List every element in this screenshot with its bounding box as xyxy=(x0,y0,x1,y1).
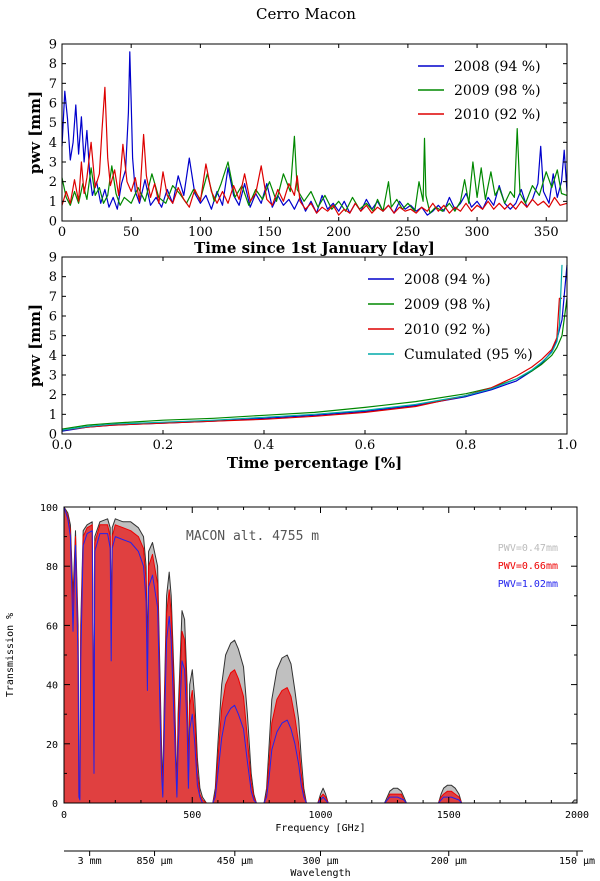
x-tick-label: 150 xyxy=(257,225,282,240)
x-tick-label: 250 xyxy=(395,225,420,240)
wavelength-tick-label: 300 μm xyxy=(302,856,338,867)
plot-frame xyxy=(61,256,568,435)
plot-background xyxy=(62,257,567,434)
y-tick-label: 60 xyxy=(46,621,58,632)
pwv-cumulative-chart: 0.0 0.2 0.4 0.6 0.8 1.0 0 1 2 3 4 5 6 7 8 9 Time percent… xyxy=(26,251,577,473)
y-tick-label: 9 xyxy=(49,38,57,53)
legend-label-1: 2009 (98 %) xyxy=(404,297,491,313)
x-tick-label: 0 xyxy=(58,225,66,240)
x-tick-label: 0.6 xyxy=(355,438,376,453)
legend-label-0: 2008 (94 %) xyxy=(404,272,491,288)
series-line-1 xyxy=(61,298,568,430)
x-tick-label: 0.2 xyxy=(153,438,174,453)
y-axis-label: pwv [mm] xyxy=(26,91,44,174)
series-area-1 xyxy=(64,507,577,803)
x-axis-label: Time since 1st January [day] xyxy=(194,239,435,257)
y-tick-label: 0 xyxy=(49,215,57,230)
x-tick-label: 50 xyxy=(123,225,140,240)
legend-label-1: PWV=0.66mm xyxy=(498,561,558,572)
wavelength-tick-label: 150 μm xyxy=(559,856,595,867)
y-tick-label: 1 xyxy=(49,195,57,210)
y-tick-label: 100 xyxy=(40,503,58,514)
x-tick-label: 200 xyxy=(326,225,351,240)
series-line-1 xyxy=(61,128,568,214)
y-tick-label: 6 xyxy=(49,97,57,112)
x-tick-label: 2000 xyxy=(565,810,589,821)
y-tick-label: 0 xyxy=(52,799,58,810)
series-line-2 xyxy=(61,297,562,431)
x-tick-label: 1500 xyxy=(437,810,461,821)
plot-frame xyxy=(61,43,568,222)
y-tick-label: 6 xyxy=(49,310,57,325)
y-tick-label: 20 xyxy=(46,740,58,751)
page-title: Cerro Macon xyxy=(256,5,356,23)
y-tick-label: 40 xyxy=(46,681,58,692)
legend-label-0: PWV=0.47mm xyxy=(498,543,558,554)
series-line-0 xyxy=(61,51,568,216)
x-tick-label: 300 xyxy=(465,225,490,240)
y-axis-label: pwv [mm] xyxy=(26,304,44,387)
y-tick-label: 5 xyxy=(49,329,57,344)
wavelength-tick-label: 200 μm xyxy=(431,856,467,867)
y-tick-label: 9 xyxy=(49,251,57,266)
y-tick-label: 3 xyxy=(49,156,57,171)
y-tick-label: 3 xyxy=(49,369,57,384)
y-tick-label: 7 xyxy=(49,77,57,92)
x-tick-label: 350 xyxy=(534,225,559,240)
x-tick-label: 500 xyxy=(183,810,201,821)
y-tick-label: 7 xyxy=(49,290,57,305)
y-tick-label: 80 xyxy=(46,562,58,573)
x-axis-label: Time percentage [%] xyxy=(227,454,402,472)
legend-label-2: 2010 (92 %) xyxy=(404,322,491,338)
x-tick-label: 0.0 xyxy=(52,438,73,453)
x-tick-label: 1000 xyxy=(308,810,332,821)
x-axis-label: Frequency [GHz] xyxy=(275,823,365,834)
wavelength-tick-label: 850 μm xyxy=(136,856,172,867)
transmission-chart: 0 500 1000 1500 2000 0 20 40 60 80 100 Frequency [G… xyxy=(5,503,595,879)
x-tick-label: 0.8 xyxy=(456,438,477,453)
x-tick-label: 1.0 xyxy=(557,438,578,453)
x-tick-label: 0.4 xyxy=(254,438,275,453)
legend-label-2: 2010 (92 %) xyxy=(454,107,541,123)
annotation: MACON alt. 4755 m xyxy=(186,529,319,544)
y-axis-label: Transmission % xyxy=(5,613,16,697)
legend-label-3: Cumulated (95 %) xyxy=(404,347,533,363)
wavelength-axis-label: Wavelength xyxy=(290,868,350,879)
series-line-2 xyxy=(61,86,568,216)
wavelength-tick-label: 3 mm xyxy=(78,856,102,867)
series-line-3 xyxy=(61,264,563,431)
wavelength-tick-label: 450 μm xyxy=(217,856,253,867)
y-tick-label: 1 xyxy=(49,408,57,423)
plot-background xyxy=(62,44,567,221)
y-tick-label: 2 xyxy=(49,388,57,403)
y-tick-label: 2 xyxy=(49,175,57,190)
y-tick-label: 8 xyxy=(49,57,57,72)
y-tick-label: 4 xyxy=(49,136,57,151)
y-tick-label: 0 xyxy=(49,428,57,443)
y-tick-label: 5 xyxy=(49,116,57,131)
x-tick-label: 100 xyxy=(188,225,213,240)
legend-label-2: PWV=1.02mm xyxy=(498,579,558,590)
y-tick-label: 4 xyxy=(49,349,57,364)
y-tick-label: 8 xyxy=(49,270,57,285)
legend-label-1: 2009 (98 %) xyxy=(454,83,541,99)
legend-label-0: 2008 (94 %) xyxy=(454,59,541,75)
x-tick-label: 0 xyxy=(61,810,67,821)
